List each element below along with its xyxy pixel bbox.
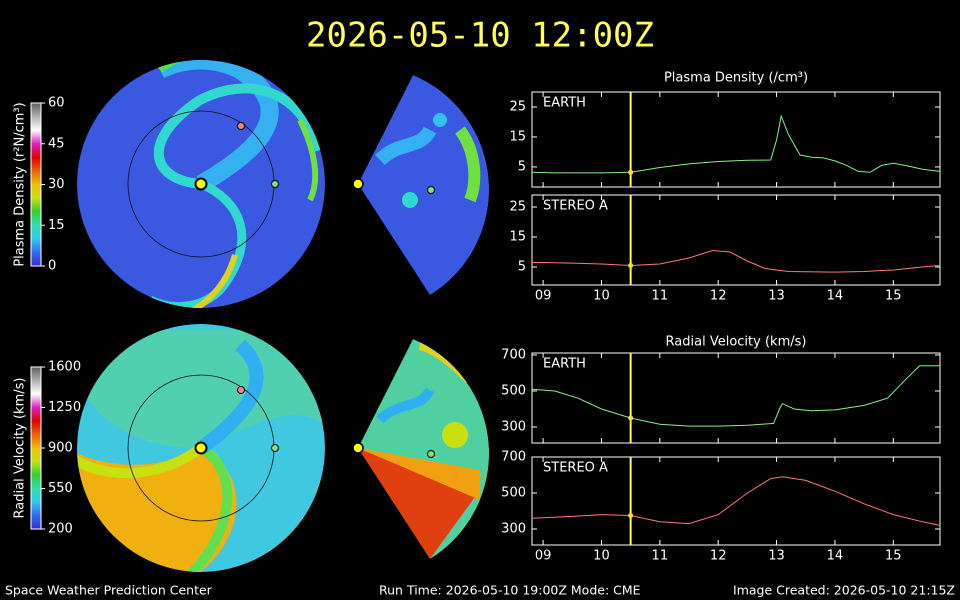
- series-line: [531, 365, 940, 427]
- x-tick-label: 09: [535, 289, 552, 304]
- panel-title: Plasma Density (/cm³): [664, 71, 808, 86]
- earth-position: [271, 180, 279, 188]
- sun: [352, 442, 364, 454]
- sun: [352, 178, 364, 190]
- x-tick-label: 11: [652, 289, 669, 304]
- y-tick-label: 15: [509, 129, 526, 144]
- x-tick-label: 15: [885, 289, 902, 304]
- series-label: STEREO A: [543, 461, 608, 476]
- series-line: [531, 476, 941, 526]
- x-tick-label: 11: [652, 549, 669, 564]
- colorbar-tick-label: 0: [48, 259, 56, 274]
- plot-frame: [531, 91, 941, 188]
- x-tick-label: 13: [768, 549, 785, 564]
- colorbar-tick-label: 45: [48, 136, 65, 151]
- y-tick-label: 300: [501, 521, 526, 536]
- y-tick-label: 700: [501, 347, 526, 362]
- colorbar: [30, 366, 42, 530]
- y-tick-label: 500: [501, 485, 526, 500]
- x-tick-label: 14: [827, 289, 844, 304]
- stereo-a-position: [237, 122, 245, 130]
- series-label: EARTH: [543, 96, 586, 111]
- colorbar-tick-label: 1600: [48, 360, 81, 375]
- time-dot: [628, 263, 634, 268]
- stereo-a-position: [237, 386, 245, 394]
- time-dot: [628, 169, 634, 175]
- y-tick-label: 300: [501, 419, 526, 434]
- y-tick-label: 15: [509, 230, 526, 245]
- series-label: EARTH: [543, 357, 586, 372]
- colorbar-tick-label: 60: [48, 96, 65, 111]
- footer-left: Space Weather Prediction Center: [5, 583, 213, 598]
- footer-center: Run Time: 2026-05-10 19:00Z Mode: CME: [379, 583, 641, 598]
- sun: [194, 441, 208, 455]
- x-tick-label: 10: [593, 549, 610, 564]
- colorbar-label: Plasma Density (r²N/cm³): [13, 102, 28, 266]
- density-wedge: [358, 75, 490, 295]
- x-tick-label: 09: [535, 549, 552, 564]
- colorbar-tick-label: 200: [48, 522, 73, 537]
- time-dot: [628, 512, 634, 518]
- series-label: STEREO A: [543, 199, 608, 214]
- footer-right: Image Created: 2026-05-10 21:15Z: [733, 583, 955, 598]
- earth-position: [427, 186, 435, 194]
- y-tick-label: 25: [509, 200, 526, 215]
- colorbar-tick-label: 30: [48, 177, 65, 192]
- x-tick-label: 14: [827, 549, 844, 564]
- y-tick-label: 500: [501, 383, 526, 398]
- earth-position: [427, 450, 435, 458]
- x-tick-label: 12: [710, 289, 727, 304]
- page-title: 2026-05-10 12:00Z: [306, 16, 654, 56]
- earth-position: [271, 444, 279, 452]
- colorbar-tick-label: 550: [48, 481, 73, 496]
- panel-title: Radial Velocity (km/s): [666, 335, 807, 350]
- time-dot: [628, 415, 634, 421]
- series-line: [531, 114, 941, 174]
- sun: [194, 177, 208, 191]
- y-tick-label: 5: [518, 260, 526, 275]
- plot-frame: [531, 194, 941, 286]
- plot-frame: [531, 456, 941, 546]
- colorbar-tick-label: 900: [48, 441, 73, 456]
- colorbar-tick-label: 1250: [48, 400, 81, 415]
- x-tick-label: 10: [593, 289, 610, 304]
- series-line: [532, 249, 941, 273]
- x-tick-label: 15: [885, 549, 902, 564]
- velocity-wedge: [358, 339, 490, 559]
- colorbar-tick-label: 15: [48, 218, 65, 233]
- y-tick-label: 5: [518, 159, 526, 174]
- x-tick-label: 13: [768, 289, 785, 304]
- plot-frame: [531, 352, 941, 444]
- x-tick-label: 12: [710, 549, 727, 564]
- y-tick-label: 25: [509, 99, 526, 114]
- colorbar-label: Radial Velocity (km/s): [13, 378, 28, 519]
- colorbar: [30, 102, 42, 267]
- y-tick-label: 700: [501, 450, 526, 465]
